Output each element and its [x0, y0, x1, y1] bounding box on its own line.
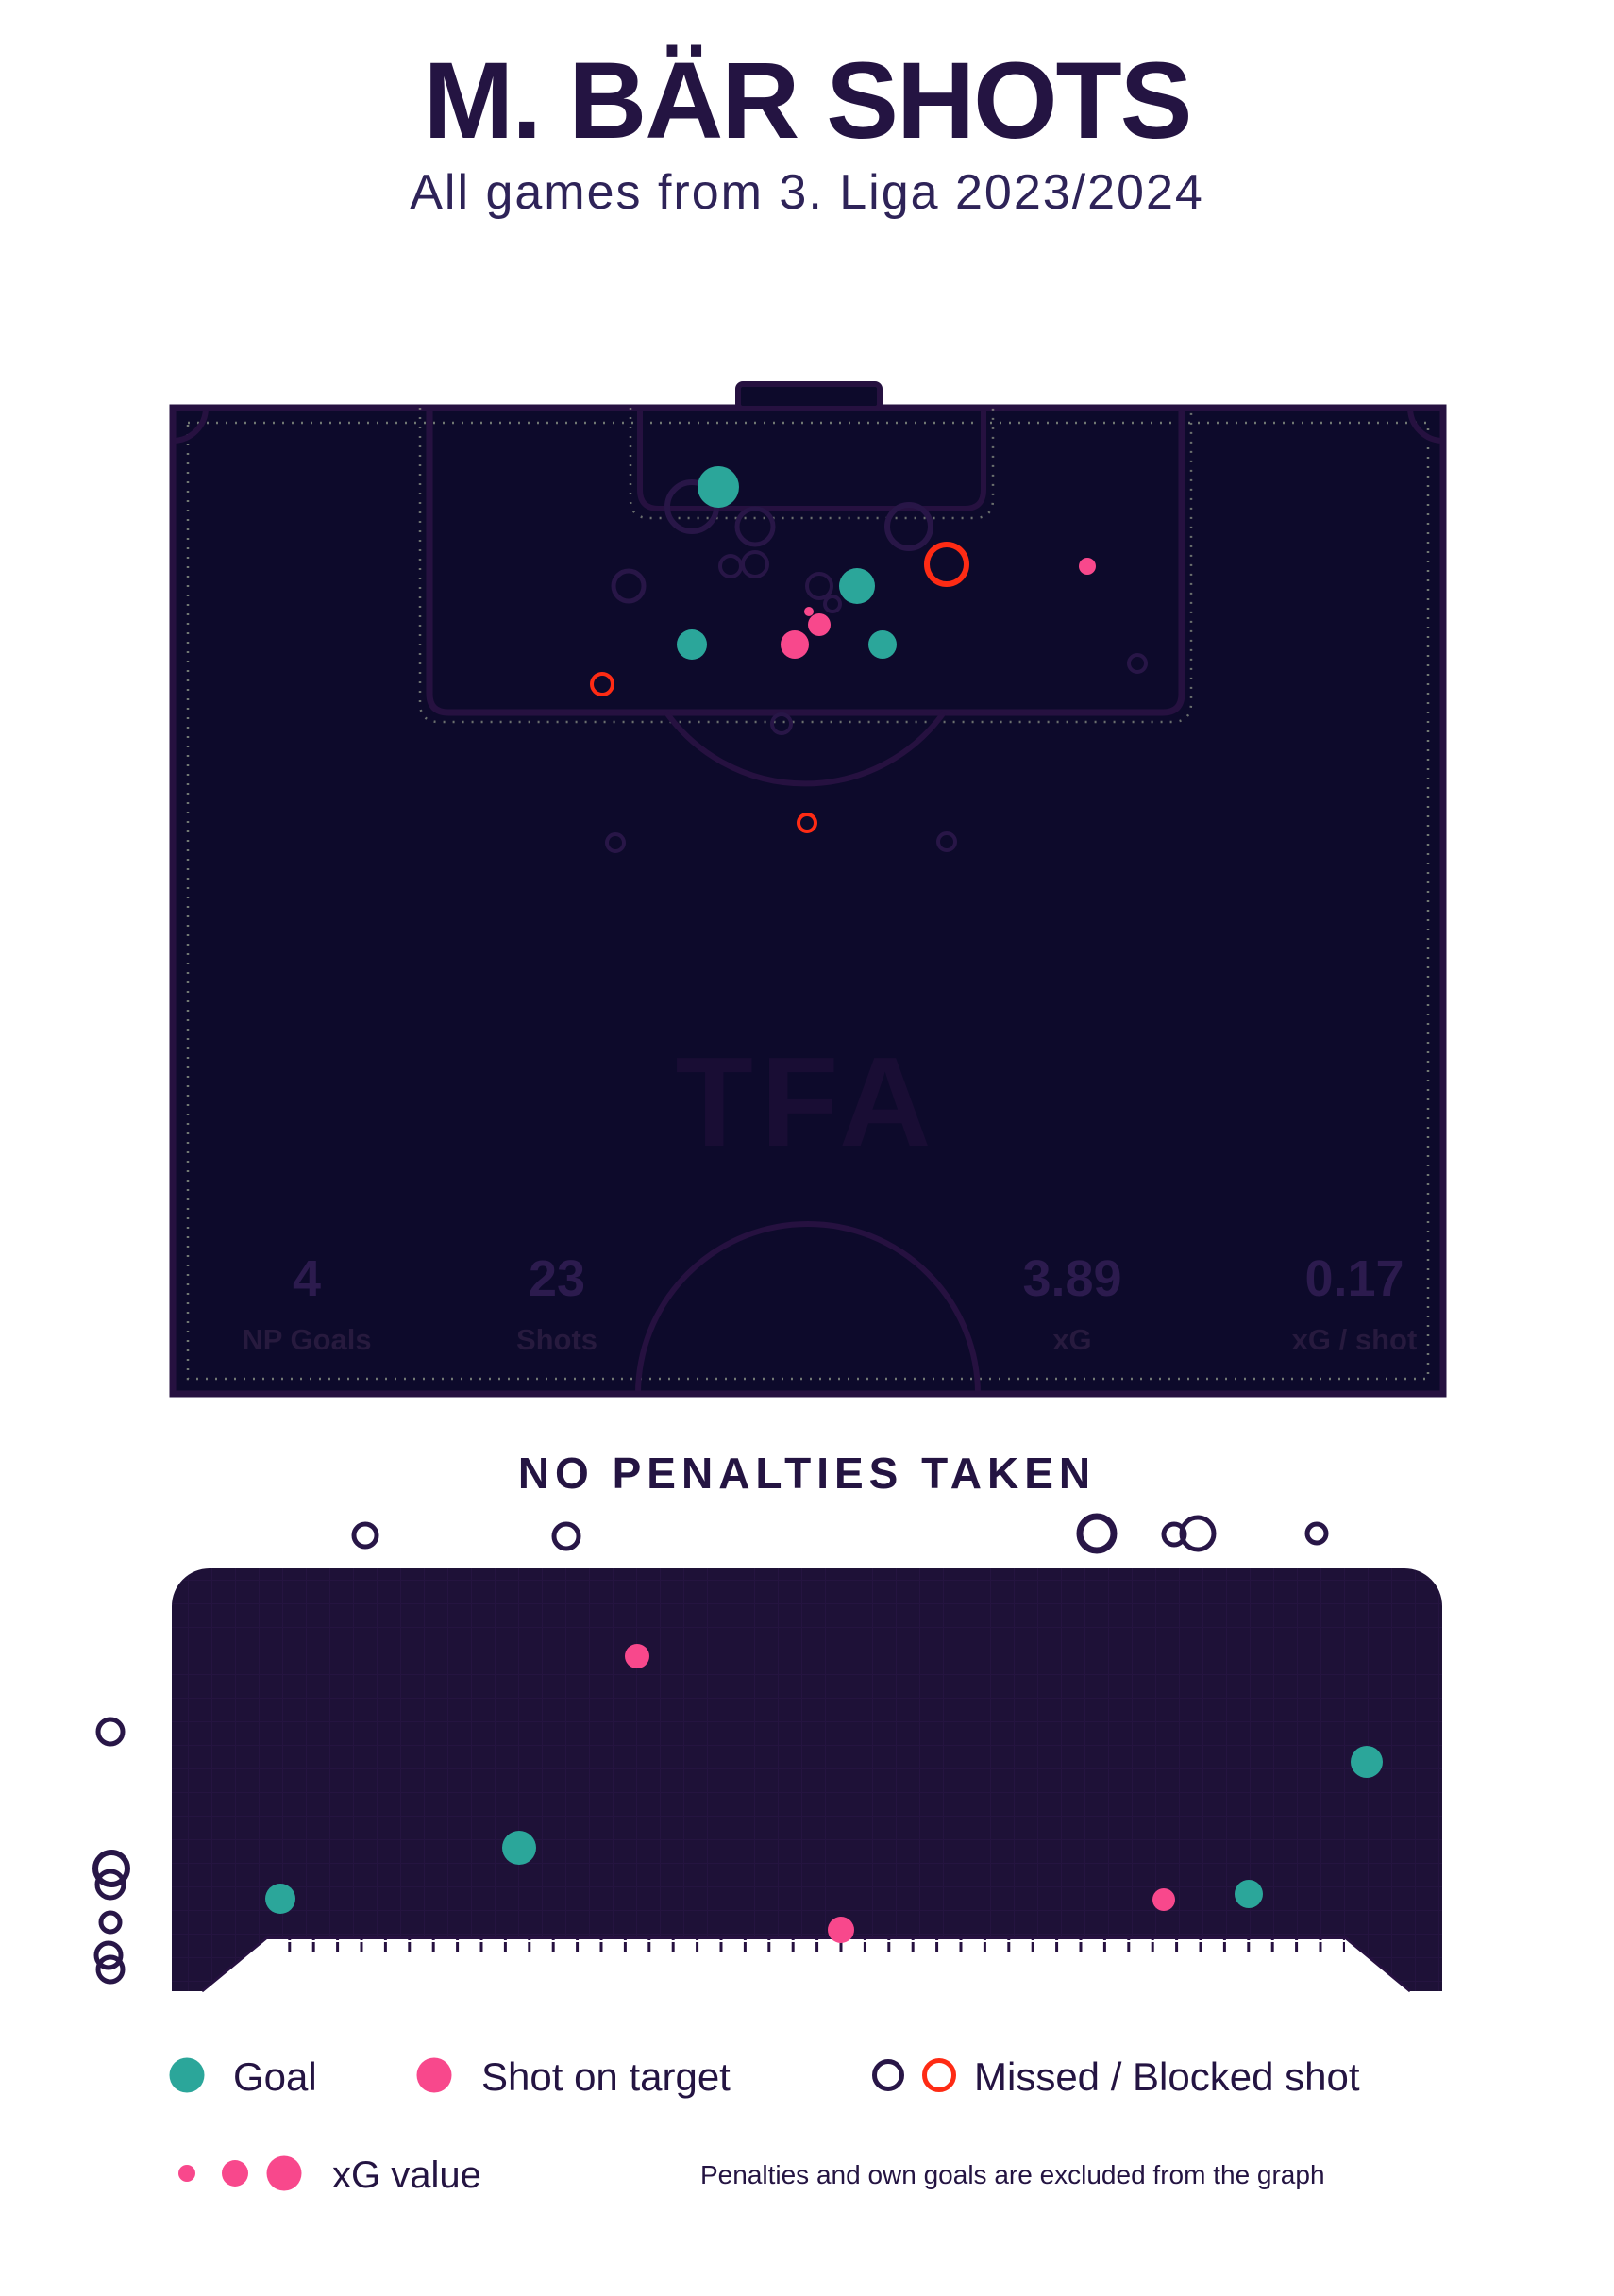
legend-goal-label: Goal [233, 2054, 317, 2099]
shot-marker-goal [868, 630, 897, 659]
shot-marker-missed [95, 1717, 126, 1747]
legend-xg-label: xG value [332, 2154, 481, 2196]
shot-marker-on_target [781, 630, 809, 659]
legend-on-target-dot [416, 2057, 452, 2093]
stat-xg-per-shot-value: 0.17 [1304, 1250, 1404, 1307]
legend-xg-dot-small [178, 2165, 195, 2182]
shot-marker-on_target [804, 607, 814, 616]
shot-marker-on_target [625, 1644, 649, 1668]
stat-xg-value: 3.89 [1022, 1250, 1122, 1307]
pitch-dotted-trim [186, 421, 1430, 1381]
stat-xg-label: xG [1052, 1323, 1092, 1356]
shot-marker-goal [502, 1831, 536, 1865]
shot-marker-goal [839, 568, 875, 604]
shot-marker-missed [805, 572, 833, 600]
shot-marker-missed [1179, 1515, 1217, 1552]
legend-xg-dot-medium [222, 2160, 248, 2187]
stat-xg-per-shot-label: xG / shot [1291, 1323, 1418, 1356]
pitch-shot-map [169, 381, 1447, 1398]
center-circle [635, 1221, 981, 1395]
shot-marker-blocked [797, 813, 817, 833]
shot-marker-blocked [590, 672, 614, 696]
goal-net-grid [172, 1568, 1442, 1991]
goal-line-ticks [267, 1939, 1345, 1952]
shot-marker-on_target [1079, 558, 1096, 575]
legend-missed-ring-icon [872, 2059, 904, 2091]
shot-marker-goal [698, 466, 739, 508]
goal-mouth-map [92, 1513, 1442, 1993]
pitch-field [169, 404, 1447, 1398]
goal-shot-markers [92, 1513, 1383, 1985]
shot-marker-missed [1304, 1521, 1329, 1546]
legend-exclusion-note: Penalties and own goals are excluded fro… [700, 2160, 1325, 2190]
shot-marker-missed [93, 1940, 124, 1970]
pitch-shot-markers [590, 466, 1148, 853]
shot-marker-missed [1076, 1513, 1118, 1554]
stat-shots-value: 23 [528, 1250, 586, 1307]
shot-marker-blocked [924, 542, 969, 587]
six-yard-dotted-trim [629, 408, 995, 520]
shot-marker-missed [94, 1869, 126, 1901]
shot-marker-missed [95, 1954, 126, 1985]
corner-arc-right [1407, 407, 1444, 444]
shot-marker-goal [265, 1884, 295, 1914]
penalty-box [426, 408, 1185, 716]
no-penalties-heading: NO PENALTIES TAKEN [517, 1449, 1097, 1498]
shot-marker-missed [1161, 1521, 1187, 1548]
shot-marker-missed [823, 595, 842, 613]
legend-blocked-ring-icon [922, 2058, 956, 2092]
shot-marker-goal [1235, 1880, 1263, 1908]
shot-marker-on_target [828, 1917, 854, 1943]
legend-goal-dot [169, 2057, 205, 2093]
shot-marker-on_target [808, 613, 831, 636]
page-subtitle: All games from 3. Liga 2023/2024 [410, 165, 1204, 220]
shot-marker-missed [718, 554, 743, 578]
six-yard-box [637, 408, 986, 511]
legend-missed-label: Missed / Blocked shot [974, 2054, 1360, 2099]
shot-marker-missed [734, 506, 776, 547]
stat-shots-label: Shots [515, 1323, 598, 1356]
penalty-box-dotted-trim [418, 408, 1193, 724]
goal-net-creases [201, 1936, 1411, 1993]
shot-marker-missed [351, 1521, 379, 1550]
legend-xg-dot-large [266, 2155, 302, 2191]
shot-marker-missed [770, 712, 793, 735]
shot-marker-missed [611, 568, 647, 604]
page-title: M. BÄR SHOTS [423, 41, 1193, 161]
goal-frame [735, 381, 883, 411]
shot-marker-missed [884, 502, 933, 551]
stat-np-goals-label: NP Goals [242, 1323, 372, 1356]
corner-arc-left [172, 407, 209, 444]
shot-marker-missed [1127, 653, 1148, 674]
shot-marker-missed [605, 832, 626, 853]
shot-marker-missed [551, 1521, 581, 1551]
shot-marker-on_target [1152, 1888, 1175, 1911]
legend-on-target-label: Shot on target [481, 2054, 731, 2099]
stat-np-goals-value: 4 [292, 1250, 322, 1307]
shot-marker-missed [92, 1850, 130, 1887]
shot-marker-goal [1351, 1746, 1383, 1778]
shot-marker-missed [98, 1910, 123, 1935]
shot-marker-goal [677, 629, 707, 660]
shot-marker-missed [936, 831, 957, 852]
shot-marker-missed [741, 550, 769, 578]
penalty-arc [664, 711, 947, 787]
